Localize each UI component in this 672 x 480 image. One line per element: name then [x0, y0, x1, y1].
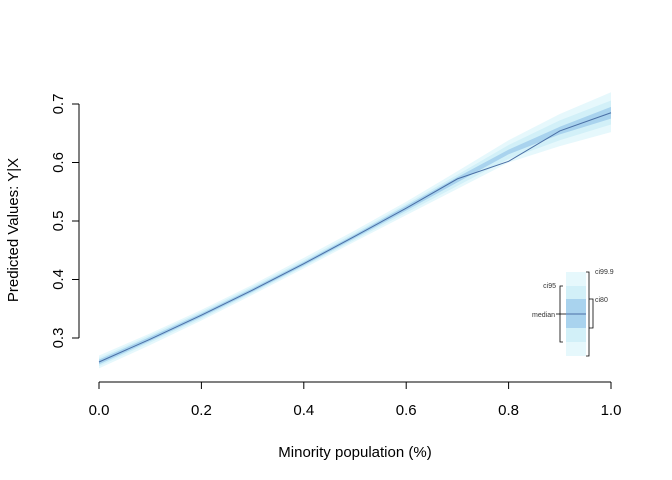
x-tick-label: 0.8: [498, 402, 519, 419]
ci80-band: [99, 106, 611, 365]
x-tick-label: 0.4: [293, 402, 314, 419]
legend-ci80-label: ci80: [595, 297, 608, 304]
y-tick-label: 0.7: [50, 94, 67, 115]
legend-ci80-bracket: [589, 298, 594, 329]
confidence-bands: [99, 92, 611, 369]
y-axis-ticks: 0.3 0.4 0.5 0.6 0.7: [50, 94, 79, 349]
x-tick-label: 1.0: [601, 402, 622, 419]
legend-median-label: median: [532, 312, 555, 319]
legend-ci99-9-label: ci99.9: [595, 269, 614, 276]
y-tick-label: 0.6: [50, 152, 67, 173]
y-tick-label: 0.4: [50, 269, 67, 290]
y-axis-title: Predicted Values: Y|X: [5, 158, 22, 302]
x-tick-label: 0.0: [89, 402, 110, 419]
quantile-legend: ci95 ci99.9 ci80 median: [532, 269, 614, 357]
median-line: [98, 112, 612, 363]
x-axis-title: Minority population (%): [278, 444, 431, 461]
y-tick-label: 0.3: [50, 328, 67, 349]
x-tick-label: 0.2: [191, 402, 212, 419]
legend-ci95-label: ci95: [543, 283, 556, 290]
x-axis-ticks: 0.0 0.2 0.4 0.6 0.8 1.0: [89, 382, 622, 419]
y-tick-label: 0.5: [50, 211, 67, 232]
legend-ci99-9-bracket: [586, 271, 590, 357]
x-tick-label: 0.6: [396, 402, 417, 419]
